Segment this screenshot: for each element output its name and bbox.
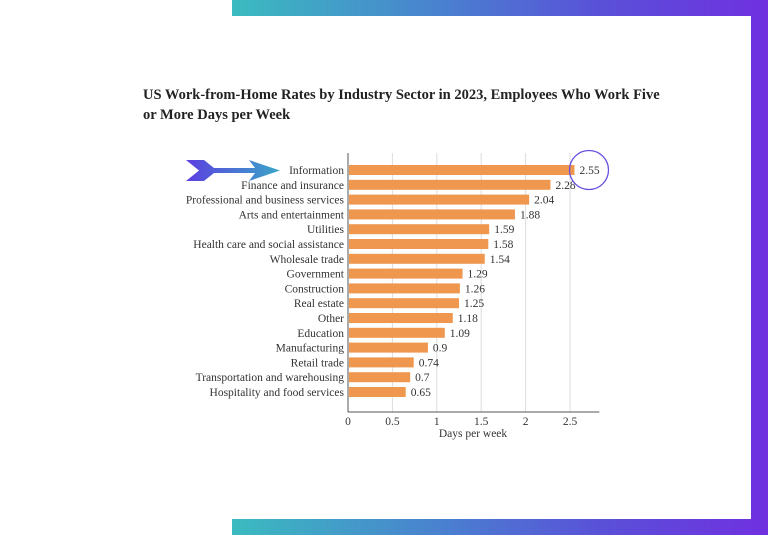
category-label: Wholesale trade [270,254,344,266]
bar [349,224,490,235]
category-label: Education [297,328,344,340]
bar [349,342,428,353]
category-label: Hospitality and food services [210,387,345,399]
x-tick-label: 2.5 [563,416,578,428]
category-label: Information [289,165,344,177]
chevron-arrow-icon [186,160,280,181]
category-label: Other [318,313,344,325]
bar [349,179,551,190]
value-label: 1.58 [493,239,513,251]
value-label: 2.04 [534,195,554,207]
value-label: 0.9 [433,343,448,355]
x-tick-label: 0.5 [385,416,400,428]
x-axis-label: Days per week [439,428,508,440]
bar [349,209,515,220]
value-label: 0.74 [419,357,439,369]
bar [349,357,414,368]
x-tick-label: 1 [434,416,440,428]
value-label: 1.25 [464,298,484,310]
value-label: 2.28 [555,180,575,192]
chart-title: US Work-from-Home Rates by Industry Sect… [143,87,660,123]
x-tick-label: 0 [345,416,351,428]
x-tick-label: 1.5 [474,416,489,428]
category-label: Arts and entertainment [239,209,345,221]
category-label: Real estate [294,298,344,310]
category-label: Construction [285,283,345,295]
category-label: Government [287,269,345,281]
chart-card [0,16,751,519]
value-label: 1.59 [494,224,514,236]
bar [349,387,406,397]
value-label: 0.7 [415,372,430,384]
bar [349,194,530,205]
bar [349,165,575,175]
category-label: Transportation and warehousing [196,372,345,384]
category-label: Utilities [307,224,345,236]
category-label: Manufacturing [276,343,345,355]
x-tick-label: 2 [523,416,529,428]
value-label: 1.09 [450,328,470,340]
bar [349,268,463,279]
bar [349,283,460,294]
highlight-circle [568,149,610,191]
value-label: 0.65 [411,387,431,399]
bar [349,313,453,323]
category-label: Health care and social assistance [193,239,344,251]
bar [349,298,459,309]
value-label: 2.55 [579,165,599,177]
category-label: Retail trade [291,357,344,369]
value-label: 1.26 [465,283,485,295]
value-label: 1.18 [458,313,478,325]
value-label: 1.29 [468,269,488,281]
bar [349,372,411,383]
category-label: Professional and business services [186,195,345,207]
value-label: 1.88 [520,209,540,221]
bar [349,253,485,264]
bar [349,327,445,338]
bar [349,239,489,249]
category-label: Finance and insurance [241,180,344,192]
value-label: 1.54 [490,254,510,266]
